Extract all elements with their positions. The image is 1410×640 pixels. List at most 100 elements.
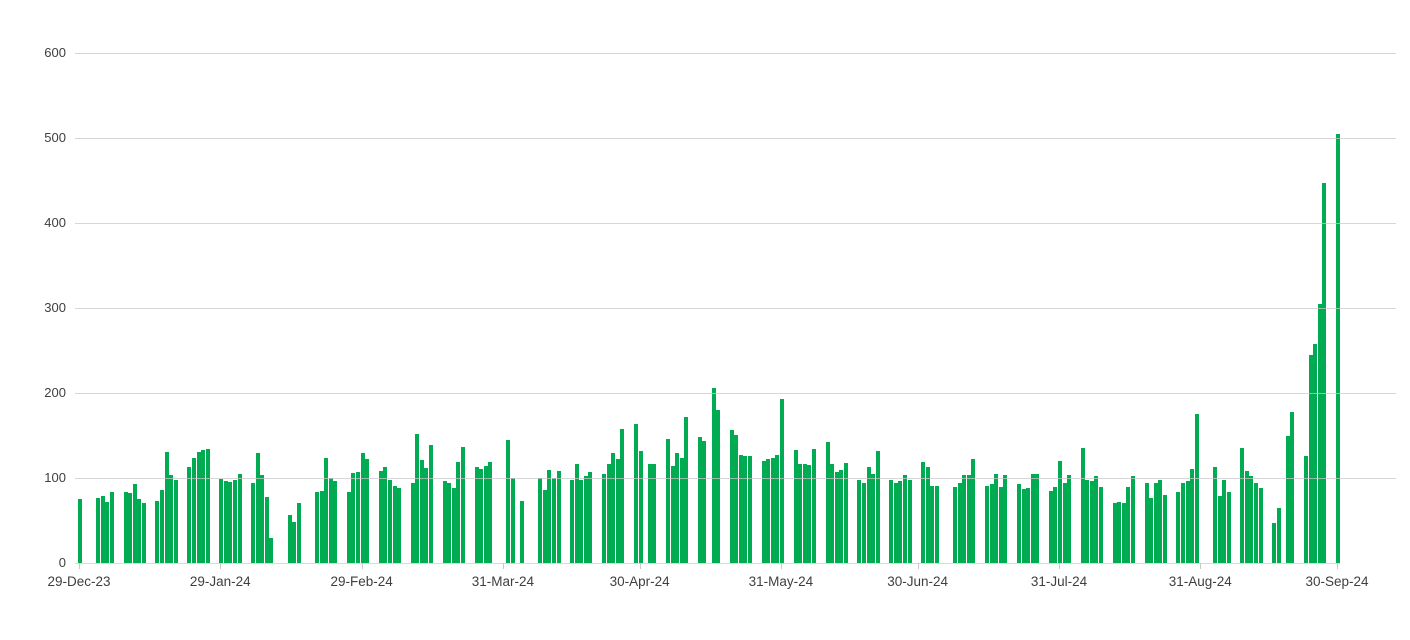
bar[interactable] (474, 466, 479, 563)
bar[interactable] (232, 479, 237, 563)
bar[interactable] (324, 458, 329, 563)
bar[interactable] (506, 439, 511, 563)
bar[interactable] (520, 500, 525, 563)
bar[interactable] (620, 428, 625, 563)
bar[interactable] (556, 471, 561, 563)
bar[interactable] (424, 467, 429, 563)
bar[interactable] (679, 457, 684, 563)
bar[interactable] (962, 475, 967, 563)
bar[interactable] (1317, 303, 1322, 563)
bar[interactable] (1062, 483, 1067, 563)
bar[interactable] (488, 461, 493, 563)
bar[interactable] (1190, 468, 1195, 563)
bar[interactable] (902, 475, 907, 563)
bar[interactable] (675, 453, 680, 563)
bar[interactable] (989, 483, 994, 563)
bar[interactable] (779, 398, 784, 563)
bar[interactable] (583, 476, 588, 563)
bar[interactable] (542, 489, 547, 563)
bar[interactable] (269, 537, 274, 563)
bar[interactable] (1144, 483, 1149, 563)
bar[interactable] (552, 478, 557, 563)
bar[interactable] (228, 482, 233, 563)
bar[interactable] (78, 499, 82, 563)
bar[interactable] (665, 438, 670, 563)
bar[interactable] (1117, 501, 1122, 563)
bar[interactable] (1272, 523, 1277, 563)
bar[interactable] (743, 455, 748, 563)
bar[interactable] (328, 478, 333, 563)
bar[interactable] (588, 472, 593, 563)
bar[interactable] (333, 480, 338, 563)
bar[interactable] (132, 483, 137, 563)
bar[interactable] (251, 483, 256, 563)
bar[interactable] (871, 473, 876, 563)
bar[interactable] (356, 472, 361, 563)
bar[interactable] (96, 497, 101, 563)
bar[interactable] (711, 387, 716, 563)
bar[interactable] (383, 466, 388, 563)
bar[interactable] (137, 499, 142, 563)
bar[interactable] (647, 463, 652, 563)
bar[interactable] (428, 444, 433, 563)
bar[interactable] (1217, 495, 1222, 563)
bar[interactable] (1153, 483, 1158, 563)
bar[interactable] (807, 465, 812, 563)
bar[interactable] (1048, 490, 1053, 563)
bar[interactable] (998, 486, 1003, 563)
bar[interactable] (957, 483, 962, 563)
bar[interactable] (843, 462, 848, 563)
bar[interactable] (205, 449, 210, 563)
bar[interactable] (634, 423, 639, 563)
bar[interactable] (670, 466, 675, 563)
bar[interactable] (160, 489, 165, 563)
bar[interactable] (729, 429, 734, 563)
bar[interactable] (934, 485, 939, 563)
bar[interactable] (1185, 481, 1190, 563)
bar[interactable] (1290, 411, 1295, 563)
bar[interactable] (346, 491, 351, 563)
bar[interactable] (966, 474, 971, 563)
bar[interactable] (1336, 133, 1340, 563)
bar[interactable] (1304, 455, 1309, 563)
bar[interactable] (811, 449, 816, 563)
bar[interactable] (1094, 476, 1099, 563)
bar[interactable] (857, 479, 862, 563)
bar[interactable] (615, 459, 620, 563)
bar[interactable] (1112, 502, 1117, 563)
bar[interactable] (1067, 475, 1072, 563)
bar[interactable] (410, 483, 415, 563)
bar[interactable] (100, 495, 105, 563)
bar[interactable] (1176, 491, 1181, 563)
bar[interactable] (260, 474, 265, 563)
bar[interactable] (397, 488, 402, 563)
bar[interactable] (360, 452, 365, 563)
bar[interactable] (1089, 481, 1094, 563)
bar[interactable] (907, 479, 912, 563)
bar[interactable] (479, 468, 484, 563)
bar[interactable] (1322, 183, 1327, 563)
bar[interactable] (570, 479, 575, 563)
bar[interactable] (415, 433, 420, 563)
bar[interactable] (652, 464, 657, 563)
bar[interactable] (123, 491, 128, 563)
bar[interactable] (638, 450, 643, 563)
bar[interactable] (953, 487, 958, 563)
bar[interactable] (392, 485, 397, 563)
bar[interactable] (255, 453, 260, 563)
bar[interactable] (483, 466, 488, 563)
bar[interactable] (219, 478, 224, 563)
bar[interactable] (793, 449, 798, 563)
bar[interactable] (387, 479, 392, 563)
bar[interactable] (1308, 354, 1313, 563)
bar[interactable] (825, 442, 830, 563)
bar[interactable] (930, 485, 935, 563)
bar[interactable] (875, 450, 880, 563)
bar[interactable] (925, 466, 930, 563)
bar[interactable] (971, 459, 976, 563)
bar[interactable] (1222, 479, 1227, 563)
bar[interactable] (734, 434, 739, 563)
bar[interactable] (1253, 483, 1258, 563)
bar[interactable] (456, 461, 461, 563)
bar[interactable] (1085, 479, 1090, 563)
